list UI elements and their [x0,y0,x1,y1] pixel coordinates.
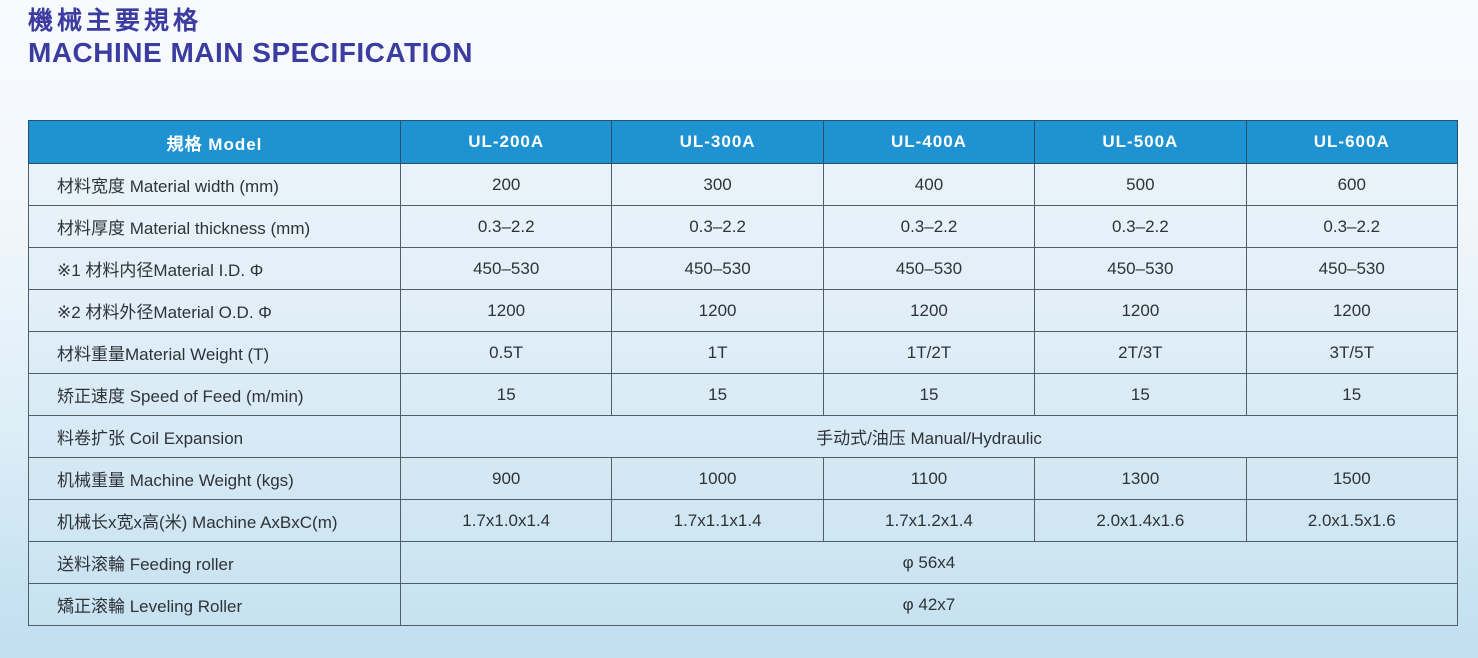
specification-table: 規格 Model UL-200A UL-300A UL-400A UL-500A… [28,120,1458,626]
row-label: 送料滚輪 Feeding roller [28,541,401,584]
cell-value: 0.3–2.2 [1245,205,1458,248]
table-row-material-weight: 材料重量Material Weight (T) 0.5T 1T 1T/2T 2T… [28,331,1458,374]
cell-value: 450–530 [1245,247,1458,290]
row-label: 机械重量 Machine Weight (kgs) [28,457,401,500]
cell-value-span: φ 56x4 [400,541,1458,584]
cell-value: 300 [611,163,824,206]
cell-value: 2T/3T [1034,331,1247,374]
table-row-material-thickness: 材料厚度 Material thickness (mm) 0.3–2.2 0.3… [28,205,1458,248]
cell-value: 15 [1034,373,1247,416]
row-label: 矫正速度 Speed of Feed (m/min) [28,373,401,416]
row-label: 料卷扩张 Coil Expansion [28,415,401,458]
table-row-leveling-roller: 矯正滚輪 Leveling Roller φ 42x7 [28,583,1458,626]
cell-value: 400 [822,163,1036,206]
row-label: 材料厚度 Material thickness (mm) [28,205,401,248]
cell-value: 600 [1245,163,1458,206]
cell-value: 1.7x1.1x1.4 [611,499,824,542]
cell-value: 1300 [1034,457,1247,500]
table-row-feeding-roller: 送料滚輪 Feeding roller φ 56x4 [28,541,1458,584]
cell-value-span: 手动式/油压 Manual/Hydraulic [400,415,1458,458]
cell-value: 1200 [1034,289,1247,332]
cell-value: 0.3–2.2 [1034,205,1247,248]
table-row-material-id: ※1 材料内径Material I.D. Φ 450–530 450–530 4… [28,247,1458,290]
table-row-speed-of-feed: 矫正速度 Speed of Feed (m/min) 15 15 15 15 1… [28,373,1458,416]
cell-value: 1.7x1.2x1.4 [822,499,1036,542]
table-row-material-width: 材料宽度 Material width (mm) 200 300 400 500… [28,163,1458,206]
table-row-material-od: ※2 材料外径Material O.D. Φ 1200 1200 1200 12… [28,289,1458,332]
column-header-ul500a: UL-500A [1034,120,1247,164]
cell-value: 500 [1034,163,1247,206]
cell-value: 200 [399,163,613,206]
cell-value: 1200 [822,289,1036,332]
cell-value: 0.5T [399,331,613,374]
row-label: ※1 材料内径Material I.D. Φ [28,247,401,290]
row-label: 材料宽度 Material width (mm) [28,163,401,206]
cell-value: 15 [1245,373,1458,416]
column-header-model: 規格 Model [28,120,401,164]
cell-value: 1T [611,331,824,374]
table-row-machine-dimensions: 机械长x宽x高(米) Machine AxBxC(m) 1.7x1.0x1.4 … [28,499,1458,542]
row-label: ※2 材料外径Material O.D. Φ [28,289,401,332]
page-title-english: MACHINE MAIN SPECIFICATION [28,37,473,69]
table-header-row: 規格 Model UL-200A UL-300A UL-400A UL-500A… [28,120,1458,164]
cell-value: 1.7x1.0x1.4 [399,499,613,542]
cell-value: 15 [399,373,613,416]
row-label: 矯正滚輪 Leveling Roller [28,583,401,626]
column-header-ul600a: UL-600A [1245,120,1458,164]
column-header-ul300a: UL-300A [611,120,824,164]
cell-value: 15 [611,373,824,416]
column-header-ul200a: UL-200A [399,120,613,164]
cell-value: 1000 [611,457,824,500]
cell-value: 450–530 [399,247,613,290]
cell-value: 2.0x1.5x1.6 [1245,499,1458,542]
cell-value: 15 [822,373,1036,416]
cell-value: 1T/2T [822,331,1036,374]
cell-value: 0.3–2.2 [399,205,613,248]
cell-value: 1100 [822,457,1036,500]
cell-value: 450–530 [822,247,1036,290]
cell-value: 0.3–2.2 [822,205,1036,248]
row-label: 机械长x宽x高(米) Machine AxBxC(m) [28,499,401,542]
cell-value: 2.0x1.4x1.6 [1034,499,1247,542]
table-row-coil-expansion: 料卷扩张 Coil Expansion 手动式/油压 Manual/Hydrau… [28,415,1458,458]
cell-value-span: φ 42x7 [400,583,1458,626]
cell-value: 900 [399,457,613,500]
column-header-ul400a: UL-400A [822,120,1036,164]
page-title: 機械主要規格 MACHINE MAIN SPECIFICATION [28,6,473,69]
cell-value: 450–530 [1034,247,1247,290]
cell-value: 0.3–2.2 [611,205,824,248]
page-title-chinese: 機械主要規格 [28,7,203,35]
cell-value: 1200 [611,289,824,332]
cell-value: 1200 [399,289,613,332]
table-row-machine-weight: 机械重量 Machine Weight (kgs) 900 1000 1100 … [28,457,1458,500]
cell-value: 3T/5T [1245,331,1458,374]
row-label: 材料重量Material Weight (T) [28,331,401,374]
cell-value: 1200 [1245,289,1458,332]
cell-value: 450–530 [611,247,824,290]
cell-value: 1500 [1245,457,1458,500]
